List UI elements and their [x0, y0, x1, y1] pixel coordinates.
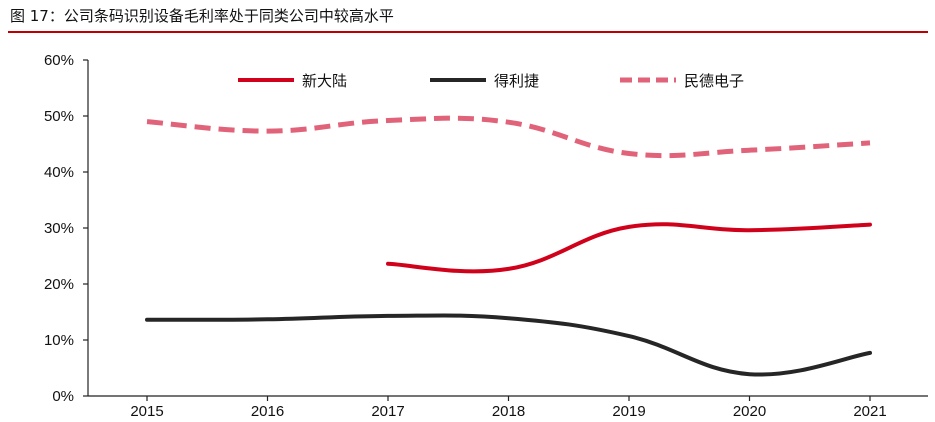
y-tick-label: 30%: [44, 220, 74, 237]
series-layer: [145, 115, 872, 377]
title-divider: [8, 31, 928, 33]
x-tick-label: 2016: [251, 403, 284, 420]
y-tick-label: 40%: [44, 164, 74, 181]
x-tick-label: 2018: [492, 403, 525, 420]
y-tick-label: 0%: [52, 388, 74, 405]
series-line-3: [146, 115, 871, 159]
y-tick-label: 10%: [44, 332, 74, 349]
y-tick-label: 20%: [44, 276, 74, 293]
legend-label-1: 新大陆: [302, 72, 347, 90]
x-tick-label: 2019: [612, 403, 645, 420]
x-tick-label: 2021: [853, 403, 886, 420]
y-tick-label: 50%: [44, 108, 74, 125]
axes: 0% 10% 20% 30% 40% 50% 60% 2015 2016 2017 2018 2019…: [44, 52, 928, 420]
x-tick-label: 2017: [371, 403, 404, 420]
y-tick-label: 60%: [44, 52, 74, 69]
series-line-1: [386, 222, 872, 274]
x-tick-label: 2015: [130, 403, 163, 420]
figure-title: 图 17：公司条码识别设备毛利率处于同类公司中较高水平: [10, 7, 394, 25]
legend-label-2: 得利捷: [494, 72, 539, 90]
legend-label-3: 民德电子: [684, 72, 744, 90]
series-line-2: [145, 313, 872, 377]
legend: 新大陆 得利捷 民德电子: [238, 72, 744, 90]
x-tick-label: 2020: [733, 403, 766, 420]
